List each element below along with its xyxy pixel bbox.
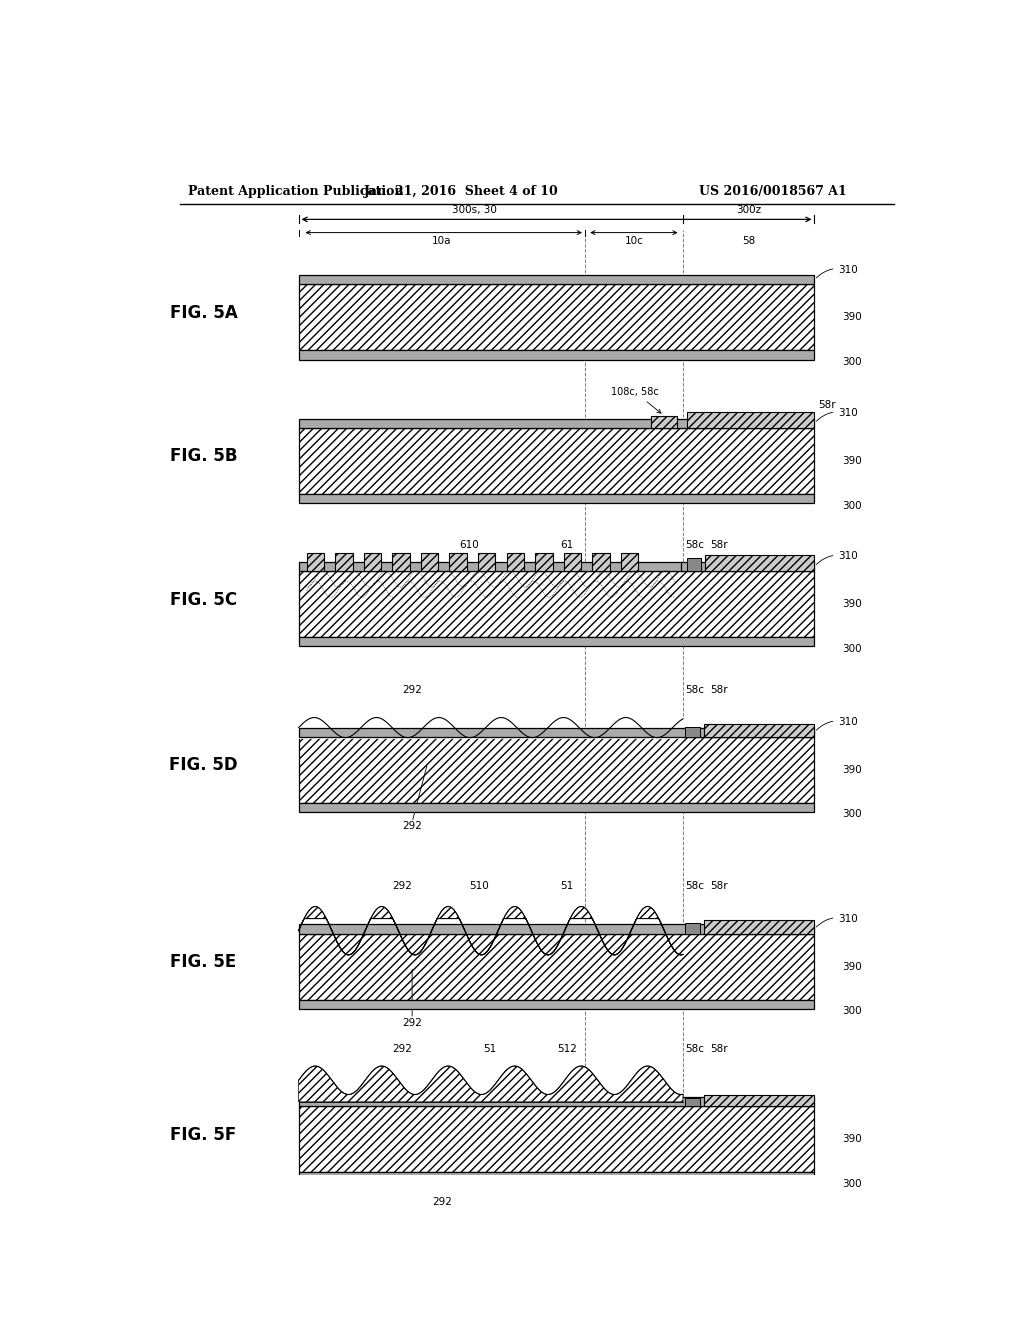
- Bar: [687, 412, 814, 428]
- Text: Jan. 21, 2016  Sheet 4 of 10: Jan. 21, 2016 Sheet 4 of 10: [364, 185, 559, 198]
- Text: 390: 390: [842, 455, 862, 466]
- Polygon shape: [299, 907, 683, 954]
- Text: 58c: 58c: [685, 882, 705, 891]
- Text: 51: 51: [560, 882, 573, 891]
- Text: FIG. 5A: FIG. 5A: [170, 304, 238, 322]
- Bar: [651, 416, 677, 428]
- Bar: [703, 1096, 814, 1106]
- Text: FIG. 5D: FIG. 5D: [169, 756, 238, 775]
- Text: 390: 390: [842, 961, 862, 972]
- Text: 300: 300: [842, 500, 862, 511]
- Text: Patent Application Publication: Patent Application Publication: [187, 185, 403, 198]
- Text: 510: 510: [469, 882, 489, 891]
- Text: FIG. 5C: FIG. 5C: [170, 590, 237, 609]
- Bar: [299, 276, 814, 284]
- Bar: [299, 418, 814, 428]
- Bar: [687, 558, 701, 572]
- Bar: [685, 1098, 699, 1106]
- Text: 51: 51: [483, 1044, 496, 1053]
- Bar: [299, 562, 683, 572]
- Bar: [299, 572, 814, 638]
- Text: 300: 300: [842, 1006, 862, 1016]
- Text: 310: 310: [816, 265, 858, 279]
- Text: 58r: 58r: [710, 685, 727, 694]
- Text: 292: 292: [432, 1197, 452, 1206]
- Text: 58c: 58c: [685, 540, 705, 549]
- Bar: [507, 553, 524, 572]
- Text: 10a: 10a: [432, 236, 452, 246]
- Text: 610: 610: [459, 540, 479, 549]
- Text: 300: 300: [842, 1179, 862, 1189]
- Text: 58r: 58r: [710, 1044, 727, 1053]
- Bar: [685, 924, 699, 933]
- Bar: [364, 553, 381, 572]
- Bar: [299, 351, 814, 359]
- Text: FIG. 5B: FIG. 5B: [170, 447, 238, 465]
- Text: 58c: 58c: [685, 685, 705, 694]
- Bar: [563, 553, 582, 572]
- Text: 310: 310: [816, 913, 858, 927]
- Text: 300s, 30: 300s, 30: [453, 205, 498, 215]
- Bar: [299, 1106, 814, 1172]
- Text: 390: 390: [842, 313, 862, 322]
- Bar: [536, 553, 553, 572]
- Text: 292: 292: [402, 685, 422, 694]
- Text: 58c: 58c: [685, 1044, 705, 1053]
- Text: 10c: 10c: [625, 236, 643, 246]
- Bar: [592, 553, 609, 572]
- Bar: [299, 1172, 814, 1181]
- Bar: [299, 638, 814, 647]
- Text: 310: 310: [816, 552, 858, 565]
- Text: 58r: 58r: [710, 882, 727, 891]
- Bar: [392, 553, 410, 572]
- Text: 512: 512: [557, 1044, 577, 1053]
- Bar: [299, 284, 814, 351]
- Text: 390: 390: [842, 599, 862, 609]
- Bar: [299, 999, 814, 1008]
- Bar: [685, 726, 699, 737]
- Bar: [299, 933, 814, 999]
- Text: 310: 310: [816, 717, 858, 730]
- Bar: [299, 494, 814, 503]
- Text: 300z: 300z: [736, 205, 761, 215]
- Text: 300: 300: [842, 644, 862, 653]
- Text: 292: 292: [392, 882, 412, 891]
- Bar: [681, 562, 814, 572]
- Text: 58r: 58r: [818, 400, 836, 409]
- Bar: [621, 553, 638, 572]
- Bar: [299, 737, 814, 803]
- Bar: [299, 727, 814, 737]
- Bar: [299, 428, 814, 494]
- Bar: [299, 1097, 814, 1106]
- Bar: [421, 553, 438, 572]
- Text: 58r: 58r: [710, 540, 727, 549]
- Bar: [706, 554, 814, 572]
- Text: 310: 310: [816, 408, 858, 421]
- Text: 58: 58: [742, 236, 756, 246]
- Text: 292: 292: [402, 821, 422, 832]
- Bar: [703, 723, 814, 737]
- Bar: [478, 553, 496, 572]
- Bar: [335, 553, 352, 572]
- Polygon shape: [299, 1067, 683, 1102]
- Text: 390: 390: [842, 1134, 862, 1144]
- Text: 108c, 58c: 108c, 58c: [611, 387, 662, 413]
- Text: FIG. 5E: FIG. 5E: [170, 953, 237, 972]
- Bar: [450, 553, 467, 572]
- Text: 292: 292: [392, 1044, 412, 1053]
- Text: US 2016/0018567 A1: US 2016/0018567 A1: [699, 185, 847, 198]
- Text: FIG. 5F: FIG. 5F: [170, 1126, 237, 1144]
- Text: 61: 61: [560, 540, 573, 549]
- Text: 300: 300: [842, 809, 862, 820]
- Text: 292: 292: [402, 1018, 422, 1028]
- Bar: [299, 803, 814, 812]
- Text: 390: 390: [842, 764, 862, 775]
- Text: 300: 300: [842, 358, 862, 367]
- Bar: [306, 553, 324, 572]
- Bar: [703, 920, 814, 933]
- Bar: [299, 924, 814, 933]
